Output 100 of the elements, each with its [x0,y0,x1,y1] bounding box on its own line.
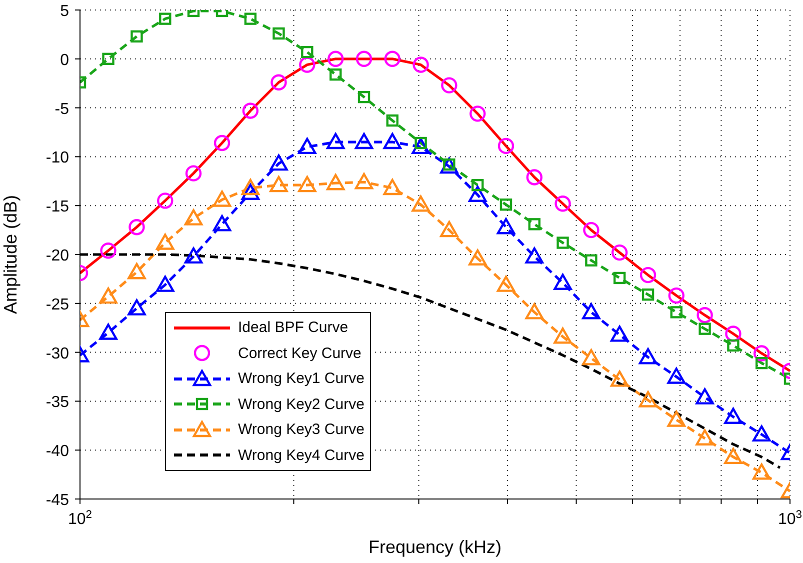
point [441,77,458,94]
point [440,157,458,174]
point [528,218,540,230]
point [668,287,684,304]
point [582,303,600,320]
x-axis-title: Frequency (kHz) [368,537,502,557]
point [184,209,203,226]
point [356,50,372,67]
point [752,425,771,442]
point [526,169,542,186]
point [638,348,658,364]
legend-label: Wrong Key1 Curve [238,370,364,388]
point [556,236,569,249]
point [496,218,516,234]
legend-label: Ideal BPF Curve [238,319,348,336]
point [412,196,430,212]
point [159,12,172,25]
point [102,52,114,65]
point [724,448,742,464]
point [667,410,686,427]
point [130,30,143,43]
point [698,322,711,335]
point [525,303,544,320]
legend-label: Wrong Key2 Curve [238,396,364,413]
point [696,388,714,404]
point [498,138,514,154]
y-tick-label: -5 [54,100,70,118]
point [384,50,400,67]
point [326,132,345,150]
point [386,114,398,127]
point [212,215,232,232]
point [724,408,742,424]
point [326,174,345,190]
point [613,272,626,284]
y-tick-label: -10 [46,150,70,167]
y-tick-label: 0 [60,52,70,69]
legend-label: Wrong Key4 Curve [238,446,364,464]
point [272,27,285,40]
point [128,299,146,316]
point [440,220,458,238]
point [354,132,374,150]
point [472,178,484,192]
point [496,276,516,292]
point [610,326,629,342]
point [554,274,572,290]
point [500,198,512,211]
point [244,12,257,25]
legend-label: Correct Key Curve [238,344,362,362]
point [696,429,714,446]
y-tick-label: 5 [60,3,70,20]
point [412,56,429,73]
point [270,154,288,171]
point [184,247,203,264]
point [156,276,174,292]
point [610,370,629,387]
point [582,349,600,366]
point [585,254,598,266]
y-tick-label: -15 [46,198,70,216]
point [242,102,259,119]
point [241,184,260,200]
point [554,328,572,344]
y-tick-label: -45 [46,492,70,509]
point [752,463,771,480]
x-tick-label: 10$^{2}$ [68,509,92,528]
point [301,46,314,58]
point [383,178,402,196]
point [470,106,486,122]
point [670,306,682,318]
x-tick-label: 10$^{3}$ [778,509,802,528]
point [100,242,116,259]
point [354,173,374,190]
point [667,368,686,384]
point [299,56,316,73]
point [156,234,174,250]
point [185,165,202,182]
point [725,326,742,342]
point [640,266,656,284]
point [696,307,713,324]
point [611,244,628,261]
point [157,192,174,209]
point [270,74,287,90]
point [328,50,344,67]
point [583,222,600,238]
point [99,287,118,304]
point [554,196,571,212]
point [212,190,232,207]
y-axis-title: Amplitude (dB) [0,194,20,314]
point [753,345,770,362]
y-tick-label: -25 [46,296,70,314]
y-tick-label: -30 [46,345,70,362]
point [99,324,118,340]
point [468,249,487,266]
point [358,90,370,104]
legend-label: Wrong Key3 Curve [238,421,364,438]
y-tick-label: -35 [46,394,70,412]
point [298,176,316,192]
point [241,178,260,196]
point [128,263,146,280]
point [383,132,402,150]
point [468,186,487,202]
